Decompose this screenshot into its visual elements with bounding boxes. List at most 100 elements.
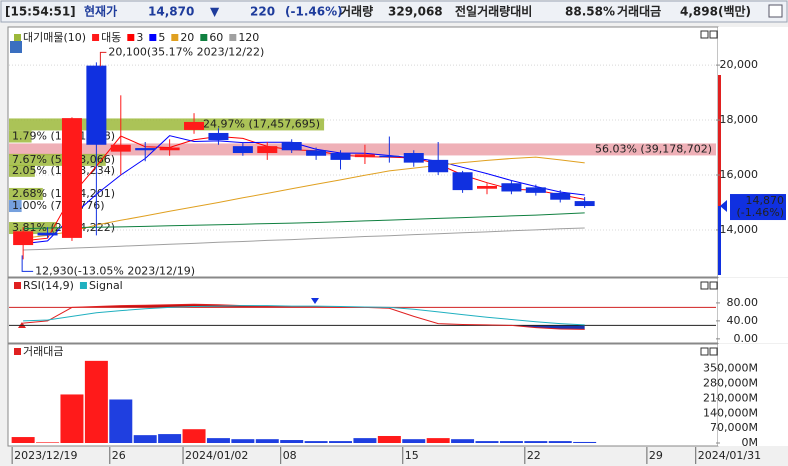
range-bar-down: [718, 206, 721, 275]
volume-bar: [329, 441, 353, 443]
candle-body: [452, 172, 473, 191]
quote-button[interactable]: [10, 41, 22, 53]
legend-swatch: [14, 282, 21, 289]
profile-label: 24.97% (17,457,695): [203, 117, 320, 130]
legend-label: 거래대금: [23, 345, 63, 358]
x-tick-label: 29: [649, 449, 663, 462]
candle-body: [525, 187, 546, 193]
volume-axis-area: [718, 344, 788, 446]
candle-body: [86, 65, 107, 145]
rsi-axis-area: [718, 278, 788, 343]
profile-bar: [9, 187, 43, 200]
y-tick-label: 280,000M: [703, 377, 758, 390]
candle-body: [501, 183, 522, 192]
volume-bar: [451, 439, 475, 443]
x-tick-label: 26: [112, 449, 126, 462]
candle-body: [110, 144, 131, 152]
profile-bar: [9, 130, 32, 143]
volume-bar: [11, 437, 35, 443]
legend-label: Signal: [89, 279, 123, 292]
volume-bar: [426, 438, 450, 443]
volume-bar: [402, 439, 426, 443]
volume-bar: [377, 435, 401, 443]
volume-bar: [499, 441, 523, 443]
legend-label: 20: [180, 31, 194, 44]
legend-swatch: [171, 34, 179, 41]
signal-arrow: [311, 298, 319, 304]
moving-average-line: [23, 135, 585, 245]
volume-bar: [109, 399, 133, 443]
y-tick-label: 14,000: [720, 223, 759, 236]
panel-button[interactable]: [709, 281, 718, 290]
moving-average-line: [23, 156, 585, 239]
candle-body: [232, 146, 253, 154]
profile-bar: [9, 200, 22, 213]
legend-swatch: [79, 282, 87, 289]
price-box-change: (-1.46%): [737, 206, 785, 219]
volume-bar: [182, 429, 206, 443]
y-tick-label: 140,000M: [703, 406, 758, 419]
volume-bar: [231, 439, 255, 443]
candle-body: [428, 159, 449, 173]
price-box: [730, 194, 786, 221]
legend-swatch: [229, 34, 237, 41]
legend-swatch: [14, 34, 21, 41]
volume-bar: [36, 442, 60, 443]
candle-body: [159, 147, 180, 151]
change: 220: [250, 5, 275, 19]
volume-bar: [60, 394, 84, 443]
y-tick-label: 18,000: [720, 113, 759, 126]
x-tick-label: 2023/12/19: [14, 449, 77, 462]
price-box-value: 14,870: [746, 194, 785, 207]
x-tick-label: 2024/01/02: [185, 449, 248, 462]
volume-bar: [304, 441, 328, 443]
legend-swatch: [92, 34, 100, 41]
price-axis-area: [718, 27, 788, 277]
legend-label: RSI(14,9): [23, 279, 74, 292]
time: [15:54:51]: [5, 5, 76, 19]
candle-body: [306, 150, 327, 156]
profile-label: 1.00% (700,776): [12, 199, 105, 212]
panel-button[interactable]: [700, 281, 709, 290]
indicator-line: [23, 303, 585, 330]
panel-button[interactable]: [709, 347, 718, 356]
legend-swatch: [149, 34, 157, 41]
legend-label: 60: [209, 31, 223, 44]
change-pct: (-1.46%): [285, 5, 343, 19]
amount: 4,898(백만): [680, 4, 751, 19]
panel-button[interactable]: [700, 30, 709, 39]
candle-body: [403, 153, 424, 163]
legend-swatch: [14, 348, 21, 355]
candle-body: [354, 154, 375, 158]
x-tick-label: 22: [527, 449, 541, 462]
panel-button[interactable]: [700, 347, 709, 356]
panel-button[interactable]: [709, 30, 718, 39]
volume: 329,068: [388, 5, 443, 19]
candle-body: [550, 192, 571, 200]
amount-label: 거래대금: [617, 4, 661, 19]
price: 14,870: [148, 5, 194, 19]
moving-average-line: [23, 135, 585, 242]
volume-bar: [158, 434, 182, 443]
moving-average-line: [23, 212, 585, 230]
volume-bar: [84, 360, 108, 443]
indicator-line: [23, 305, 585, 326]
x-tick-label: 15: [405, 449, 419, 462]
volume-bar: [133, 435, 157, 443]
ratio: 88.58%: [565, 5, 615, 19]
y-tick-label: 16,000: [720, 168, 759, 181]
y-tick-label: 0.00: [734, 332, 759, 345]
legend-label: 3: [136, 31, 143, 44]
y-tick-label: 70,000M: [710, 421, 758, 434]
header-bar: [0, 0, 788, 23]
volume-bar: [206, 438, 230, 443]
y-tick-label: 80.00: [727, 296, 759, 309]
profile-bar: [9, 164, 35, 177]
candle-body: [135, 148, 156, 151]
price-label: 현재가: [84, 4, 117, 19]
low-annotation: 12,930(-13.05% 2023/12/19): [35, 264, 195, 277]
volume-label: 거래량: [340, 4, 373, 19]
settings-button[interactable]: [768, 4, 783, 18]
y-tick-label: 210,000M: [703, 391, 758, 404]
